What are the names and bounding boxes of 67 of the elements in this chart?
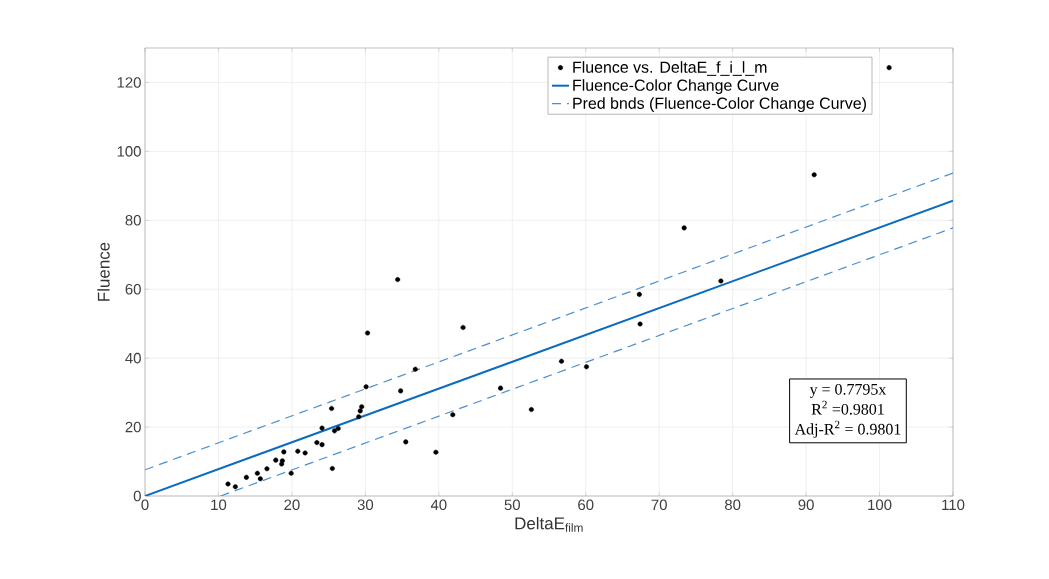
x-tick-label: 80 bbox=[724, 499, 741, 511]
point bbox=[886, 65, 892, 71]
point bbox=[281, 449, 287, 455]
point bbox=[254, 470, 260, 476]
point bbox=[243, 474, 249, 480]
point bbox=[257, 476, 263, 482]
point bbox=[637, 321, 643, 327]
point bbox=[335, 425, 341, 431]
point bbox=[811, 172, 817, 178]
point bbox=[365, 330, 371, 336]
x-tick-label: 40 bbox=[430, 499, 447, 511]
x-tick-label: 110 bbox=[942, 499, 965, 511]
x-tick-label: 0 bbox=[141, 499, 149, 511]
point bbox=[412, 366, 418, 372]
y-tick-label: 0 bbox=[133, 490, 141, 502]
point bbox=[319, 442, 325, 448]
point bbox=[528, 407, 534, 412]
annotation: Adj-R$^{2}$ = 0.9801 bbox=[794, 420, 901, 438]
point bbox=[395, 277, 401, 283]
point bbox=[433, 449, 439, 455]
point bbox=[583, 364, 589, 370]
x-tick-label: 90 bbox=[798, 499, 814, 511]
x-tick-label: 30 bbox=[357, 499, 374, 511]
annotation: R$^{2}$ =0.9801 bbox=[811, 400, 884, 415]
point bbox=[681, 225, 687, 231]
y-tick-label: 80 bbox=[125, 215, 141, 226]
legend-label: Fluence vs. DeltaE_f_i_l_m bbox=[573, 61, 767, 76]
point bbox=[450, 412, 456, 418]
point bbox=[363, 384, 369, 390]
point bbox=[357, 408, 363, 414]
y-tick-label: 60 bbox=[125, 283, 141, 295]
y-axis-title: Fluence bbox=[97, 242, 110, 301]
legend-label: Pred bnds (Fluence-Color Change Curve) bbox=[573, 97, 866, 113]
point bbox=[273, 457, 279, 463]
x-tick-label: 100 bbox=[868, 499, 892, 511]
x-tick-label: 20 bbox=[284, 499, 300, 511]
point bbox=[288, 470, 294, 476]
point bbox=[295, 448, 301, 454]
legend-label: Fluence-Color Change Curve bbox=[573, 79, 779, 95]
point bbox=[403, 439, 409, 445]
y-tick-label: 20 bbox=[125, 421, 141, 433]
point bbox=[319, 425, 325, 431]
point bbox=[636, 291, 642, 297]
point bbox=[559, 358, 564, 364]
point bbox=[279, 461, 285, 467]
x-tick-label: 60 bbox=[578, 499, 594, 511]
point bbox=[225, 481, 231, 487]
x-tick-label: 10 bbox=[211, 499, 227, 511]
point bbox=[460, 324, 466, 330]
point bbox=[329, 405, 335, 411]
x-tick-label: 50 bbox=[504, 499, 520, 511]
point bbox=[498, 385, 504, 391]
y-tick-label: 100 bbox=[117, 146, 141, 157]
y-tick-label: 120 bbox=[117, 77, 141, 88]
point bbox=[359, 404, 365, 410]
point bbox=[232, 484, 238, 490]
x-axis-title: DeltaE$_{film}$ bbox=[515, 516, 583, 532]
point bbox=[329, 465, 335, 471]
y-tick-label: 40 bbox=[125, 352, 141, 364]
point bbox=[398, 388, 404, 394]
point bbox=[314, 440, 320, 446]
point bbox=[302, 450, 308, 456]
annotation: y = 0.7795x bbox=[809, 383, 887, 398]
x-tick-label: 70 bbox=[651, 499, 667, 511]
point bbox=[718, 278, 724, 284]
point bbox=[356, 414, 362, 420]
point bbox=[264, 466, 270, 472]
